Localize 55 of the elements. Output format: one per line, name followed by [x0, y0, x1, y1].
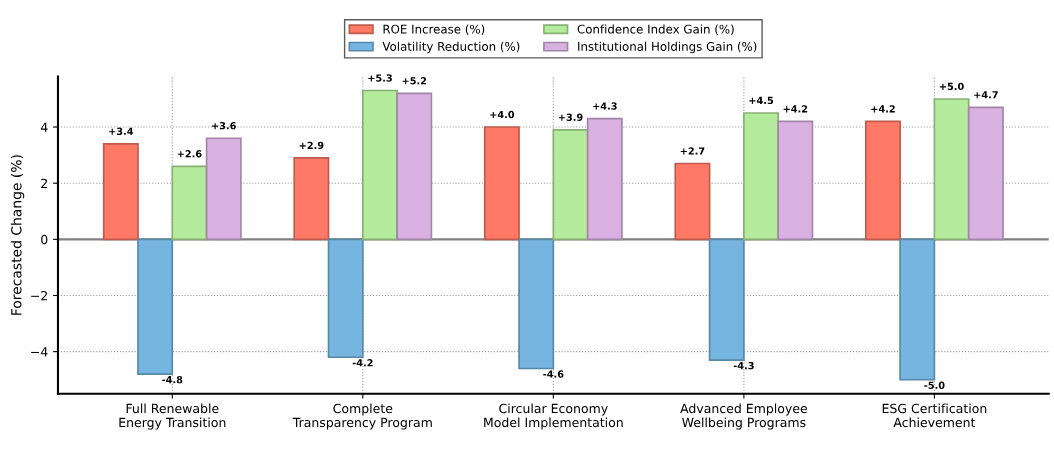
bar	[205, 137, 242, 241]
y-axis-title: Forecasted Change (%)	[10, 155, 25, 315]
data-label: +4.3	[593, 102, 617, 110]
y-tick-label: 4	[40, 122, 48, 132]
y-tick-label: 0	[41, 234, 48, 245]
data-label: +4.5	[749, 96, 774, 105]
bar	[708, 238, 745, 361]
x-tick-label: Complete Transparency Program	[292, 403, 432, 430]
data-label: +2.7	[680, 147, 705, 155]
bar	[518, 238, 555, 370]
data-label: -5.0	[924, 381, 945, 389]
data-label: +4.0	[490, 110, 515, 119]
bar	[552, 129, 589, 241]
bar	[743, 112, 780, 241]
data-label: -4.6	[543, 370, 564, 378]
bar	[864, 120, 901, 241]
data-label: +4.7	[974, 91, 998, 99]
data-label: +5.3	[368, 74, 392, 82]
data-label: +3.4	[109, 127, 134, 135]
bar	[293, 157, 330, 241]
data-label: -4.3	[733, 361, 754, 370]
bar	[396, 92, 433, 241]
bar	[171, 165, 208, 241]
bar	[102, 143, 139, 241]
bar	[483, 126, 520, 241]
data-label: -4.8	[162, 375, 183, 384]
bar	[933, 98, 970, 241]
y-tick-label: 2	[41, 178, 47, 188]
data-label: +4.2	[783, 105, 808, 113]
legend-label: Confidence Index Gain (%)	[577, 24, 734, 35]
x-tick-label: Advanced Employee Wellbeing Programs	[680, 403, 808, 430]
bar	[674, 162, 711, 241]
data-label: +4.2	[871, 105, 895, 113]
x-tick-label: ESG Certification Achievement	[882, 403, 987, 428]
x-tick-label: Full Renewable Energy Transition	[119, 403, 226, 430]
data-label: +3.9	[558, 113, 583, 121]
bar	[586, 117, 623, 241]
bar	[327, 238, 364, 359]
bar	[967, 106, 1004, 241]
data-label: -4.2	[352, 359, 373, 367]
bar	[361, 89, 398, 241]
data-label: +2.9	[299, 141, 324, 150]
bar	[137, 238, 174, 375]
data-label: +5.0	[939, 82, 964, 91]
bar	[777, 120, 814, 241]
y-tick-label: −4	[31, 347, 48, 357]
legend-label: ROE Increase (%)	[383, 24, 485, 35]
bar	[899, 238, 936, 381]
legend-label: Volatility Reduction (%)	[382, 41, 520, 54]
data-label: +3.6	[212, 122, 236, 130]
y-tick-label: −2	[31, 290, 47, 301]
data-label: +5.2	[402, 77, 427, 85]
x-tick-label: Circular Economy Model Implementation	[484, 403, 623, 430]
data-label: +2.6	[177, 150, 202, 158]
legend-label: Institutional Holdings Gain (%)	[578, 41, 757, 54]
